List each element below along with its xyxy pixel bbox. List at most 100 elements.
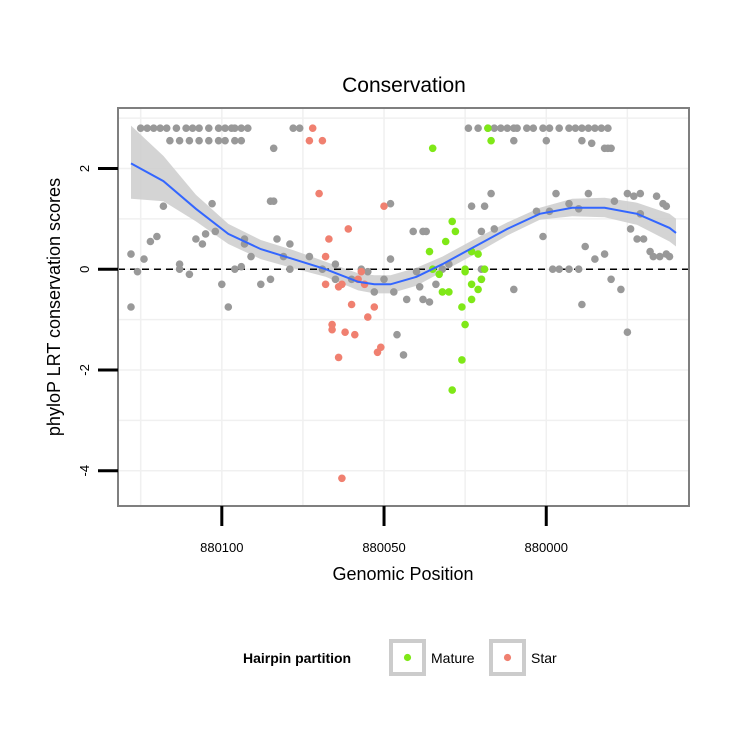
legend-swatch-mature (403, 653, 412, 662)
point-star-18 (351, 330, 359, 339)
point-other-87 (548, 265, 557, 274)
point-other-35 (474, 124, 482, 132)
point-other-103 (127, 250, 135, 258)
point-star-22 (334, 353, 343, 362)
legend-entry-mature: Mature (389, 639, 475, 676)
point-other-92 (607, 275, 615, 284)
point-other-31 (503, 124, 512, 132)
point-other-40 (185, 136, 194, 145)
point-mature-11 (435, 270, 444, 279)
point-other-131 (364, 267, 372, 276)
point-other-21 (584, 124, 593, 132)
point-star-1 (305, 136, 314, 145)
point-other-142 (425, 298, 434, 306)
point-mature-20 (458, 356, 466, 364)
point-other-126 (305, 252, 314, 261)
series-star (305, 124, 388, 483)
legend-swatch-star (503, 653, 512, 662)
point-other-149 (331, 260, 340, 269)
point-other-115 (224, 303, 233, 311)
point-other-79 (639, 235, 648, 243)
point-other-62 (490, 225, 499, 233)
point-other-61 (477, 227, 486, 236)
y-axis: -4 -2 0 2 (77, 165, 118, 477)
point-other-116 (231, 265, 239, 274)
point-other-112 (201, 230, 210, 238)
point-other-137 (399, 351, 408, 359)
point-mature-0 (484, 124, 492, 132)
point-mature-1 (487, 136, 495, 145)
point-mature-2 (428, 144, 437, 153)
point-star-12 (357, 267, 366, 276)
point-other-6 (182, 124, 190, 132)
point-mature-19 (461, 320, 469, 329)
point-mature-4 (448, 217, 457, 226)
point-other-138 (402, 295, 411, 304)
y-tick-label-1: -2 (77, 364, 92, 376)
point-other-84 (665, 252, 674, 261)
point-other-50 (587, 139, 596, 148)
point-other-125 (286, 265, 294, 274)
point-other-53 (607, 144, 615, 153)
point-other-78 (633, 235, 641, 243)
point-mature-9 (445, 288, 453, 296)
point-mature-21 (448, 386, 457, 394)
point-other-14 (237, 124, 246, 132)
smooth-line-layer (130, 162, 677, 286)
point-other-11 (221, 124, 229, 132)
point-other-10 (214, 124, 223, 132)
legend: Hairpin partition Mature Star (243, 639, 557, 676)
point-other-33 (490, 124, 499, 132)
point-other-38 (166, 136, 174, 145)
point-other-8 (195, 124, 203, 132)
point-other-42 (205, 136, 213, 145)
point-other-88 (555, 265, 563, 274)
point-other-23 (571, 124, 580, 132)
point-other-86 (591, 255, 599, 263)
point-other-4 (162, 124, 171, 132)
point-other-0 (136, 124, 145, 132)
point-other-101 (409, 227, 418, 236)
point-mature-5 (451, 227, 460, 236)
point-other-13 (231, 124, 239, 132)
point-other-59 (480, 202, 489, 210)
legend-label-star: Star (531, 650, 557, 666)
point-other-2 (149, 124, 158, 132)
point-star-5 (321, 252, 330, 261)
point-star-8 (321, 280, 330, 289)
point-other-18 (604, 124, 612, 132)
point-star-24 (380, 202, 388, 210)
point-other-96 (510, 285, 518, 294)
point-mature-22 (467, 295, 476, 304)
point-other-54 (269, 144, 278, 153)
point-other-143 (432, 280, 440, 289)
point-other-57 (386, 199, 395, 208)
point-other-104 (133, 267, 142, 276)
y-tick-label-2: 0 (77, 266, 92, 273)
legend-title: Hairpin partition (243, 650, 351, 666)
point-other-77 (626, 225, 635, 233)
point-other-122 (266, 275, 275, 284)
point-other-15 (244, 124, 252, 132)
point-other-24 (565, 124, 573, 132)
point-other-49 (578, 136, 586, 145)
x-tick-label-2: 880000 (525, 540, 568, 555)
point-other-55 (208, 199, 216, 208)
point-star-6 (344, 225, 353, 233)
point-other-28 (529, 124, 538, 132)
point-other-150 (175, 265, 184, 274)
point-other-105 (140, 255, 148, 263)
x-axis-title: Genomic Position (332, 564, 473, 584)
point-other-45 (231, 136, 239, 145)
legend-entry-star: Star (489, 639, 557, 676)
point-star-3 (315, 189, 323, 198)
point-star-2 (318, 136, 327, 145)
point-other-114 (218, 280, 226, 289)
point-mature-10 (438, 288, 447, 296)
point-other-132 (370, 288, 379, 296)
point-star-4 (325, 235, 333, 243)
smooth-line (130, 162, 677, 286)
point-star-9 (334, 283, 343, 291)
point-other-72 (636, 189, 645, 198)
point-other-47 (510, 136, 518, 145)
